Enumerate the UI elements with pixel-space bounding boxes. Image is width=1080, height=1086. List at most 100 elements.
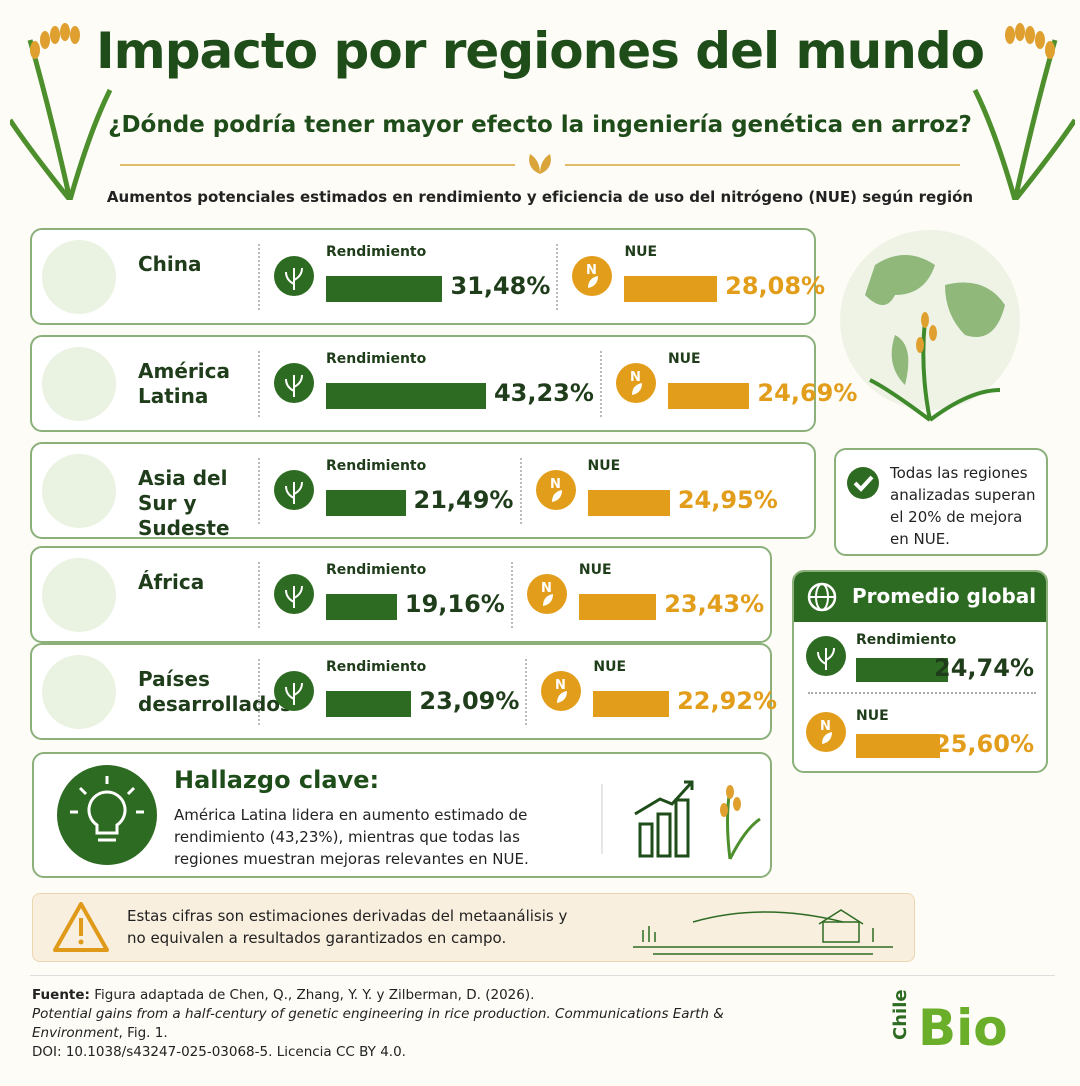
series-label: NUE <box>624 244 658 260</box>
value-label: 22,92% <box>677 687 778 715</box>
key-finding-box: Hallazgo clave: América Latina lidera en… <box>32 752 772 878</box>
check-icon <box>847 467 879 499</box>
source-label: Fuente: <box>32 987 90 1003</box>
series-label: Rendimiento <box>326 244 427 260</box>
separator <box>258 244 260 310</box>
separator <box>258 458 260 524</box>
rice-icon <box>274 363 314 403</box>
bar <box>326 383 486 409</box>
series-label: NUE <box>593 659 627 675</box>
region-card: África Rendimiento 19,16% N NUE 23,43% <box>30 546 772 643</box>
note: Todas las regiones analizadas superan el… <box>890 464 1036 548</box>
average-box: Promedio global Rendimiento 24,74% N NUE 25,… <box>792 570 1048 773</box>
nitrogen-icon: N <box>572 256 613 296</box>
separator <box>556 244 559 310</box>
separator <box>510 562 513 628</box>
value-label: 24,74% <box>934 654 1034 682</box>
separator <box>519 458 522 524</box>
series-label: Rendimiento <box>326 351 427 367</box>
nitrogen-icon: N <box>541 671 582 711</box>
value-label: 24,95% <box>677 486 778 514</box>
bar <box>326 691 412 717</box>
key-finding-text: América Latina lidera en aumento estimad… <box>174 806 529 868</box>
bar <box>667 383 750 409</box>
series-label: NUE <box>587 458 621 474</box>
average-title: Promedio global <box>852 584 1037 608</box>
nitrogen-icon: N <box>526 574 567 614</box>
value-label: 24,69% <box>757 379 858 407</box>
bar <box>326 490 406 516</box>
footer-divider <box>30 975 1055 976</box>
svg-text:N: N <box>630 370 641 385</box>
bar <box>856 734 941 758</box>
region-icon <box>42 240 116 314</box>
region-card: América Latina Rendimiento 43,23% N NUE 24,69… <box>30 335 857 432</box>
separator <box>258 351 260 417</box>
svg-text:N: N <box>820 719 831 734</box>
logo-chile: Chile <box>890 989 911 1040</box>
separator <box>808 692 1036 694</box>
region-icon <box>42 655 116 729</box>
nitrogen-icon: N <box>535 470 576 510</box>
series-label: Rendimiento <box>856 632 957 648</box>
source-text: Figura adaptada de Chen, Q., Zhang, Y. Y… <box>94 987 535 1003</box>
region-name: Asia del Sur y Sudeste <box>138 466 230 540</box>
key-finding-title: Hallazgo clave: <box>174 766 380 794</box>
source-figure: , Fig. 1. <box>118 1025 168 1041</box>
rice-decoration <box>10 23 113 200</box>
logo-bio: Bio <box>918 999 1008 1057</box>
nitrogen-icon: N <box>615 363 656 403</box>
value-label: 43,23% <box>493 379 594 407</box>
region-card: Países desarrollados Rendimiento 23,09% N NU… <box>30 643 777 740</box>
value-label: 19,16% <box>404 590 505 618</box>
region-name: Países desarrollados <box>138 667 292 716</box>
region-card: China Rendimiento 31,48% N NUE 28,08% <box>30 228 825 325</box>
region-name: China <box>138 252 202 276</box>
rice-icon <box>274 574 314 614</box>
note-box: Todas las regiones analizadas superan el… <box>834 448 1048 556</box>
divider <box>120 154 960 174</box>
globe <box>840 230 1020 422</box>
value-label: 31,48% <box>450 272 551 300</box>
title: Impacto por regiones del mundo <box>96 22 985 80</box>
value-label: 25,60% <box>934 730 1034 758</box>
bar <box>593 691 670 717</box>
region-name: África <box>138 570 205 594</box>
bar <box>326 276 443 302</box>
region-icon <box>42 558 116 632</box>
logo: Chile Bio <box>890 989 1050 1060</box>
caption: Aumentos potenciales estimados en rendim… <box>106 188 974 206</box>
warning-icon <box>53 902 109 952</box>
warning-box: Estas cifras son estimaciones derivadas … <box>32 893 915 962</box>
globe-icon <box>807 582 837 612</box>
bar <box>856 658 948 682</box>
rice-icon <box>274 470 314 510</box>
series-label: NUE <box>856 708 889 724</box>
rice-icon <box>274 671 314 711</box>
rice-decoration <box>972 23 1075 200</box>
region-card: Asia del Sur y Sudeste Rendimiento 21,49% N… <box>30 442 816 540</box>
warning: Estas cifras son estimaciones derivadas … <box>127 907 568 947</box>
nitrogen-icon: N <box>806 712 846 752</box>
series-label: NUE <box>578 562 612 578</box>
separator <box>599 351 602 417</box>
bar <box>578 594 657 620</box>
source-doi: DOI: 10.1038/s43247-025-03068-5. Licenci… <box>32 1044 406 1060</box>
bar <box>326 594 397 620</box>
separator <box>258 562 260 628</box>
svg-text:N: N <box>541 581 552 596</box>
value-label: 28,08% <box>725 272 826 300</box>
source-article: Potential gains from a half-century of g… <box>32 1006 724 1041</box>
value-label: 21,49% <box>413 486 514 514</box>
region-name: América Latina <box>138 359 230 408</box>
rice-icon <box>806 636 846 676</box>
source: Fuente: Figura adaptada de Chen, Q., Zha… <box>32 986 812 1062</box>
bar <box>587 490 670 516</box>
svg-text:N: N <box>555 678 566 693</box>
separator <box>525 659 528 725</box>
value-label: 23,43% <box>664 590 765 618</box>
svg-text:N: N <box>550 477 561 492</box>
bar <box>624 276 718 302</box>
growth-icon <box>601 780 761 860</box>
